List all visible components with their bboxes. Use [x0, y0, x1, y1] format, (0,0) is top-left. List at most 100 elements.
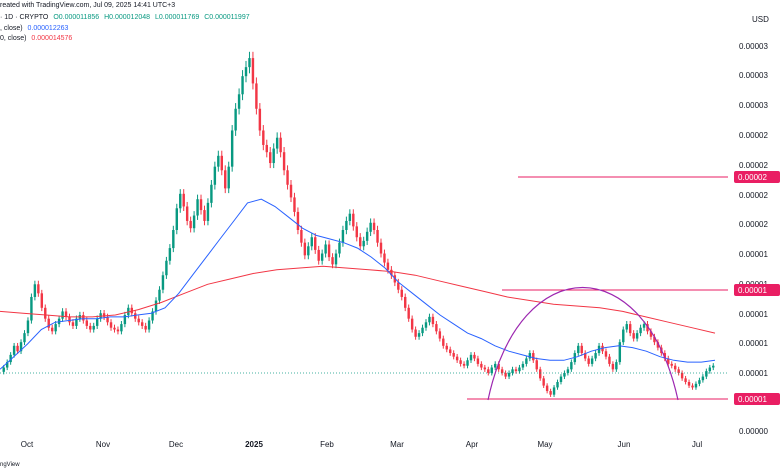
candle-body [61, 311, 64, 319]
x-tick-label: Jun [618, 440, 631, 449]
candle-body [372, 222, 376, 230]
candle-body [677, 369, 680, 373]
candle-body [570, 362, 573, 370]
x-tick-label: Jul [692, 440, 702, 449]
candle-body [12, 345, 16, 355]
candle-body [563, 372, 566, 377]
candle-body [528, 353, 532, 359]
candle-body [206, 202, 210, 221]
candle-body [490, 367, 493, 373]
candle-body [542, 378, 545, 386]
ma200-line [0, 265, 716, 334]
candle-body [230, 130, 234, 167]
candle-body [459, 360, 462, 364]
candle-body [404, 296, 407, 308]
candle-body [452, 353, 455, 357]
footer-brand: ngView [0, 462, 20, 468]
candle-body [272, 148, 275, 164]
chart-header-created: reated with TradingView.com, Jul 09, 202… [0, 2, 178, 9]
candle-body [213, 166, 217, 185]
candle-body [355, 226, 358, 238]
created-text: reated with TradingView.com, Jul 09, 202… [0, 2, 176, 9]
candle-body [556, 382, 559, 388]
candle-body [265, 144, 268, 153]
candle-body [390, 269, 393, 276]
y-tick-label: 0.00000 [739, 427, 768, 436]
candle-body [40, 293, 44, 308]
candle-body [500, 369, 504, 373]
price-tag-lower: 0.00001 [734, 393, 780, 405]
candle-body [196, 199, 199, 216]
candle-body [608, 356, 611, 364]
ma200-label: 0, close) [0, 35, 27, 42]
candle-body [345, 220, 348, 230]
candle-body [19, 342, 23, 352]
candle-body [9, 354, 12, 363]
candle-body [317, 249, 320, 261]
candle-body [71, 322, 75, 326]
candle-body [642, 324, 646, 328]
candle-body [618, 342, 622, 363]
candle-body [147, 320, 151, 330]
rounding-top-arc [487, 287, 679, 401]
candle-body [504, 372, 507, 377]
candle-body [300, 230, 303, 243]
candle-body [175, 208, 179, 230]
candle-body [179, 193, 182, 209]
candle-body [473, 354, 476, 359]
candle-body [279, 137, 282, 153]
candle-body [383, 253, 386, 263]
high-value: H0.000012048 [104, 14, 151, 21]
candle-body [577, 345, 580, 354]
candle-body [130, 307, 134, 314]
candle-body [307, 246, 310, 256]
candle-body [248, 58, 251, 68]
ma200-legend[interactable]: 0, close) 0.000014576 [0, 35, 75, 42]
candle-body [37, 284, 40, 294]
candle-body [521, 363, 525, 368]
x-tick-label: Mar [390, 440, 404, 449]
candle-body [106, 316, 109, 323]
candle-body [476, 358, 480, 364]
x-tick-label: May [537, 440, 552, 449]
ma50-value: 0.000012263 [27, 25, 69, 32]
candle-body [442, 338, 445, 346]
candle-body [649, 331, 653, 337]
candle-body [594, 353, 597, 359]
candle-body [224, 170, 227, 189]
candle-body [227, 166, 230, 189]
candle-body [286, 170, 289, 185]
candle-body [359, 237, 362, 247]
candle-body [410, 318, 414, 330]
candle-body [296, 211, 300, 230]
candle-body [369, 222, 372, 232]
candle-body [203, 210, 206, 221]
candle-body [698, 380, 701, 384]
candle-body [483, 367, 487, 370]
candle-body [414, 329, 417, 337]
candle-body [310, 237, 313, 247]
candle-body [275, 137, 279, 149]
y-tick-label: 0.00002 [739, 220, 768, 229]
candle-body [487, 369, 490, 373]
candle-body [445, 345, 448, 350]
candle-body [497, 363, 500, 370]
candle-body [622, 329, 625, 343]
candle-body [47, 318, 50, 328]
candle-body [352, 213, 355, 227]
candle-body [386, 262, 390, 270]
candle-body [466, 360, 469, 366]
price-tags: 0.00002 0.00001 0.00001 [734, 171, 780, 405]
price-tag-mid-text: 0.00001 [738, 286, 767, 295]
candle-body [407, 307, 410, 319]
candle-body [331, 257, 334, 265]
annotations-layer [0, 176, 728, 401]
ma50-legend[interactable]: , close) 0.000012263 [0, 25, 71, 32]
candle-body [192, 215, 196, 229]
symbol-text[interactable]: · 1D · CRYPTO [0, 14, 49, 21]
candle-body [116, 329, 120, 332]
candle-body [611, 363, 615, 370]
candle-body [64, 311, 68, 317]
candle-body [182, 193, 185, 207]
